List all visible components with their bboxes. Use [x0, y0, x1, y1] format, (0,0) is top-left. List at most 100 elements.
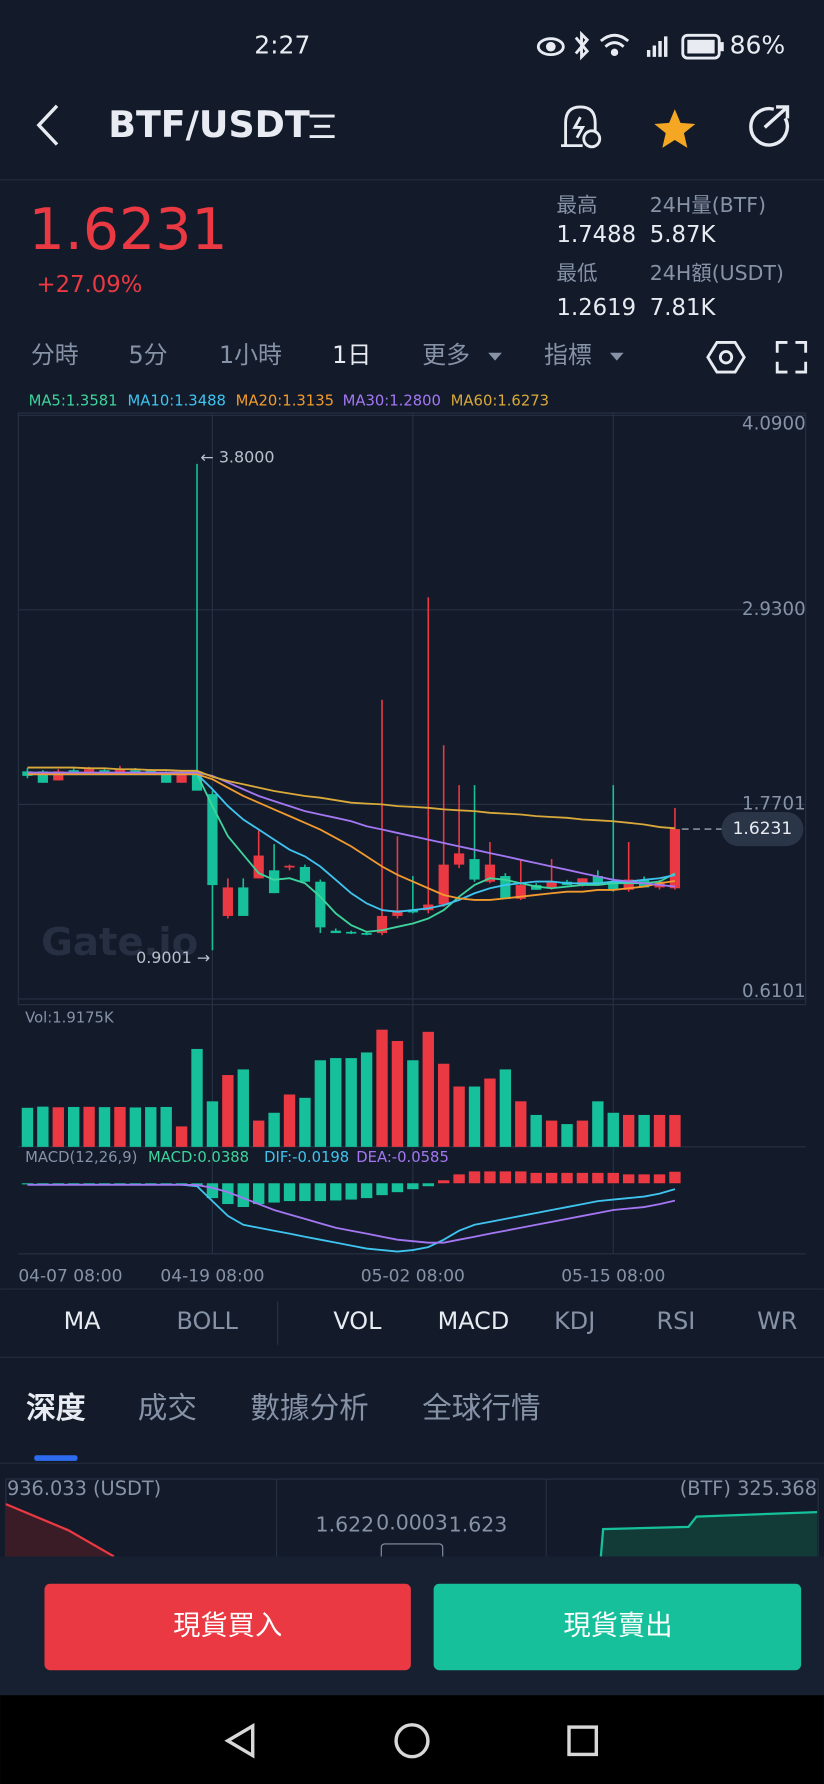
volume-bar [561, 1124, 573, 1147]
back-button[interactable] [36, 104, 59, 146]
volume-bar [98, 1107, 111, 1147]
interval-tab[interactable]: 分時 [31, 341, 79, 369]
macd-bar [222, 1183, 234, 1205]
interval-tab[interactable]: 1小時 [219, 341, 282, 369]
volume-bar [499, 1069, 512, 1147]
candle-body [407, 910, 418, 913]
volume-bar [129, 1107, 142, 1147]
depth-spread: 0.0003 [376, 1510, 448, 1534]
section-tab[interactable]: 數據分析 [250, 1391, 368, 1425]
interval-tab[interactable]: 5分 [129, 341, 168, 369]
section-tab-active[interactable]: 深度 [26, 1391, 86, 1425]
indicator-tab[interactable]: RSI [657, 1307, 696, 1335]
volume-bar [576, 1120, 589, 1147]
candle-body [299, 866, 311, 882]
macd-label: MACD(12,26,9) [25, 1149, 137, 1166]
ma-legend: MA30:1.2800 [343, 393, 441, 410]
candle-body [469, 859, 480, 880]
macd-bar [376, 1183, 388, 1196]
y-tick-label: 2.9300 [742, 599, 806, 620]
buy-button[interactable] [44, 1583, 411, 1671]
favorite-star[interactable] [654, 109, 696, 148]
ma-line [27, 766, 676, 830]
candle-body [592, 876, 603, 883]
macd-bar [330, 1183, 342, 1201]
volume-bar [545, 1120, 558, 1147]
interval-tab-active[interactable]: 1日 [332, 341, 371, 369]
depth-bid-area [5, 1504, 114, 1557]
candle-body [53, 771, 64, 781]
section-tab[interactable]: 全球行情 [422, 1391, 540, 1425]
nav-recent[interactable] [567, 1725, 599, 1757]
pair-title[interactable]: BTF/USDT [108, 103, 310, 146]
macd-bar [622, 1174, 635, 1184]
macd-bar [669, 1171, 681, 1184]
volume-bar [453, 1086, 465, 1147]
buy-button-label[interactable]: 現貨買入 [173, 1610, 282, 1641]
nav-home[interactable] [394, 1723, 430, 1759]
candle-body [161, 773, 172, 783]
macd-bar [561, 1172, 573, 1184]
indicator-tab[interactable]: MA [64, 1307, 102, 1335]
volume-bar [21, 1107, 34, 1147]
candle-body [484, 864, 496, 882]
ma-legend: MA20:1.3135 [236, 393, 334, 410]
macd-bar [453, 1174, 465, 1184]
x-tick-label: 04-07 08:00 [18, 1267, 122, 1287]
stat-value: 1.2619 [556, 295, 636, 321]
volume-bar [669, 1114, 681, 1147]
candle-body [191, 771, 203, 791]
indicator-tab[interactable]: MACD [438, 1307, 510, 1335]
candle-body [376, 915, 388, 934]
indicator-tab[interactable]: VOL [333, 1307, 382, 1335]
alert-icon[interactable] [561, 105, 602, 149]
candle-body [83, 769, 95, 774]
macd-bar [268, 1183, 280, 1203]
volume-bar [206, 1101, 219, 1147]
indicator-tab[interactable]: BOLL [177, 1307, 239, 1335]
pair-menu-icon[interactable] [309, 114, 335, 138]
stat-value: 5.87K [650, 222, 717, 248]
share-icon[interactable] [749, 105, 790, 147]
x-tick-label: 05-02 08:00 [361, 1267, 465, 1287]
volume-bar [622, 1114, 635, 1147]
chart-layer: 0.6101 1.7701 2.9300 4.0900 04-07 08:00 04-19… [18, 413, 806, 1287]
y-tick-label: 0.6101 [742, 981, 806, 1002]
macd-bar [252, 1183, 265, 1205]
max-price-label: ← 3.8000 [200, 448, 274, 467]
volume-bar [653, 1114, 666, 1147]
sell-button[interactable] [433, 1583, 802, 1671]
x-tick-label: 04-19 08:00 [160, 1267, 264, 1287]
macd-bar [407, 1183, 419, 1190]
candle-body [623, 879, 634, 890]
volume-bar [37, 1106, 49, 1147]
candle-body [253, 855, 264, 879]
tab-underline [34, 1455, 78, 1461]
last-price: 1.6231 [29, 197, 228, 263]
indicator-tab[interactable]: KDJ [554, 1307, 595, 1335]
ma-legend: MA5:1.3581 [29, 393, 118, 410]
fullscreen-button[interactable] [775, 341, 808, 374]
ma-legend: MA60:1.6273 [451, 393, 549, 410]
volume-bar [515, 1101, 527, 1147]
section-tab[interactable]: 成交 [138, 1391, 197, 1425]
volume-bar [407, 1060, 419, 1147]
macd-bar [360, 1183, 373, 1199]
candle-body [669, 829, 681, 889]
indicator-tab[interactable]: WR [757, 1307, 797, 1335]
nav-back[interactable] [224, 1722, 255, 1759]
chart-settings[interactable] [706, 341, 746, 374]
volume-bar [638, 1114, 650, 1147]
depth-bid-total: 936.033 (USDT) [7, 1477, 161, 1500]
indicator-menu[interactable]: 指標 [544, 341, 592, 369]
ma-line [27, 773, 676, 901]
volume-bar [191, 1048, 203, 1147]
volume-bar [222, 1075, 234, 1147]
macd-bar [484, 1171, 496, 1184]
sell-button-label[interactable]: 現貨賣出 [563, 1610, 672, 1641]
last-price-tag [721, 811, 804, 847]
interval-more[interactable]: 更多 [422, 341, 470, 369]
nav-bar [0, 1695, 824, 1784]
depth-ask: 1.623 [449, 1513, 508, 1537]
